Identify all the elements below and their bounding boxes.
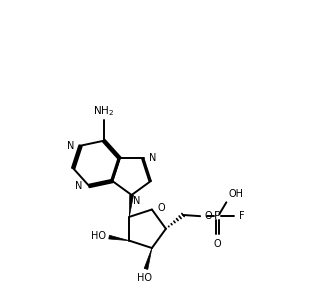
Text: N: N — [149, 153, 156, 163]
Text: O: O — [157, 203, 165, 213]
Text: N: N — [75, 181, 83, 191]
Text: NH$_2$: NH$_2$ — [93, 105, 114, 118]
Text: P: P — [214, 211, 221, 221]
Text: O: O — [205, 211, 212, 221]
Text: HO: HO — [91, 231, 106, 241]
Text: F: F — [239, 211, 245, 221]
Text: N: N — [133, 195, 140, 206]
Polygon shape — [109, 235, 129, 241]
Polygon shape — [129, 195, 134, 217]
Text: OH: OH — [229, 188, 244, 199]
Text: N: N — [67, 141, 74, 151]
Text: O: O — [214, 239, 221, 249]
Text: HO: HO — [137, 273, 152, 283]
Polygon shape — [144, 248, 152, 269]
